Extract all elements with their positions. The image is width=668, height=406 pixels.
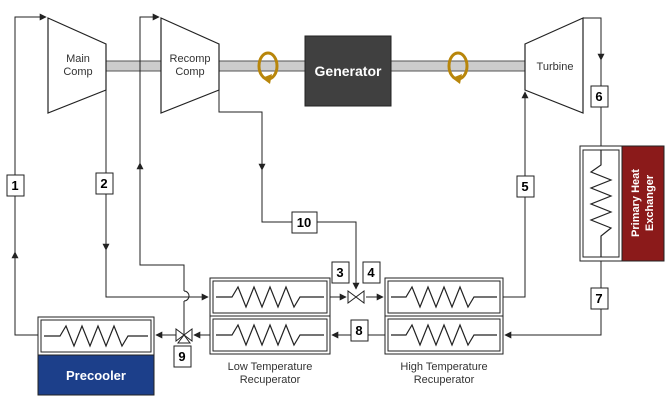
main-compressor: Main Comp bbox=[47, 17, 107, 114]
svg-text:4: 4 bbox=[367, 265, 375, 280]
low-temperature-recuperator: Low Temperature Recuperator bbox=[209, 277, 331, 386]
ltr-label-2: Recuperator bbox=[240, 374, 301, 386]
recomp-comp-label-1: Recomp bbox=[170, 53, 211, 65]
turbine-label: Turbine bbox=[537, 61, 574, 73]
svg-text:6: 6 bbox=[595, 89, 602, 104]
svg-text:2: 2 bbox=[100, 176, 107, 191]
split-valve-9 bbox=[175, 328, 193, 344]
precooler: Precooler bbox=[37, 316, 155, 396]
svg-text:3: 3 bbox=[336, 265, 343, 280]
precooler-label: Precooler bbox=[66, 368, 126, 383]
rotation-arrow-left-icon bbox=[257, 51, 279, 84]
primary-hx-label-1: Primary Heat bbox=[630, 169, 642, 237]
high-temperature-recuperator: High Temperature Recuperator bbox=[384, 277, 504, 386]
state-point-5: 5 bbox=[516, 175, 535, 198]
svg-text:7: 7 bbox=[595, 291, 602, 306]
svg-text:10: 10 bbox=[297, 215, 311, 230]
state-point-3: 3 bbox=[331, 261, 350, 284]
generator: Generator bbox=[304, 35, 392, 107]
state-point-2: 2 bbox=[95, 172, 114, 195]
rotation-arrow-right-icon bbox=[447, 51, 469, 84]
svg-text:8: 8 bbox=[355, 323, 362, 338]
turbine: Turbine bbox=[524, 17, 584, 114]
svg-text:5: 5 bbox=[521, 179, 528, 194]
mixing-valve-3-4 bbox=[347, 290, 365, 304]
recomp-compressor: Recomp Comp bbox=[160, 17, 220, 114]
state-point-4: 4 bbox=[362, 261, 381, 284]
state-point-8: 8 bbox=[350, 319, 369, 342]
main-comp-label-2: Comp bbox=[63, 66, 92, 78]
state-point-7: 7 bbox=[590, 287, 609, 310]
htr-label-2: Recuperator bbox=[414, 374, 475, 386]
state-point-10: 10 bbox=[291, 211, 318, 234]
state-point-1: 1 bbox=[6, 174, 25, 197]
state-point-9: 9 bbox=[173, 345, 192, 368]
ltr-label-1: Low Temperature bbox=[228, 361, 313, 373]
svg-text:9: 9 bbox=[178, 349, 185, 364]
recomp-comp-label-2: Comp bbox=[175, 66, 204, 78]
primary-hx-label-2: Exchanger bbox=[644, 174, 656, 231]
htr-label-1: High Temperature bbox=[400, 361, 487, 373]
svg-text:1: 1 bbox=[11, 178, 18, 193]
state-point-6: 6 bbox=[590, 85, 609, 108]
generator-label: Generator bbox=[315, 63, 382, 79]
primary-heat-exchanger: Primary Heat Exchanger bbox=[579, 145, 665, 262]
main-comp-label-1: Main bbox=[66, 53, 90, 65]
